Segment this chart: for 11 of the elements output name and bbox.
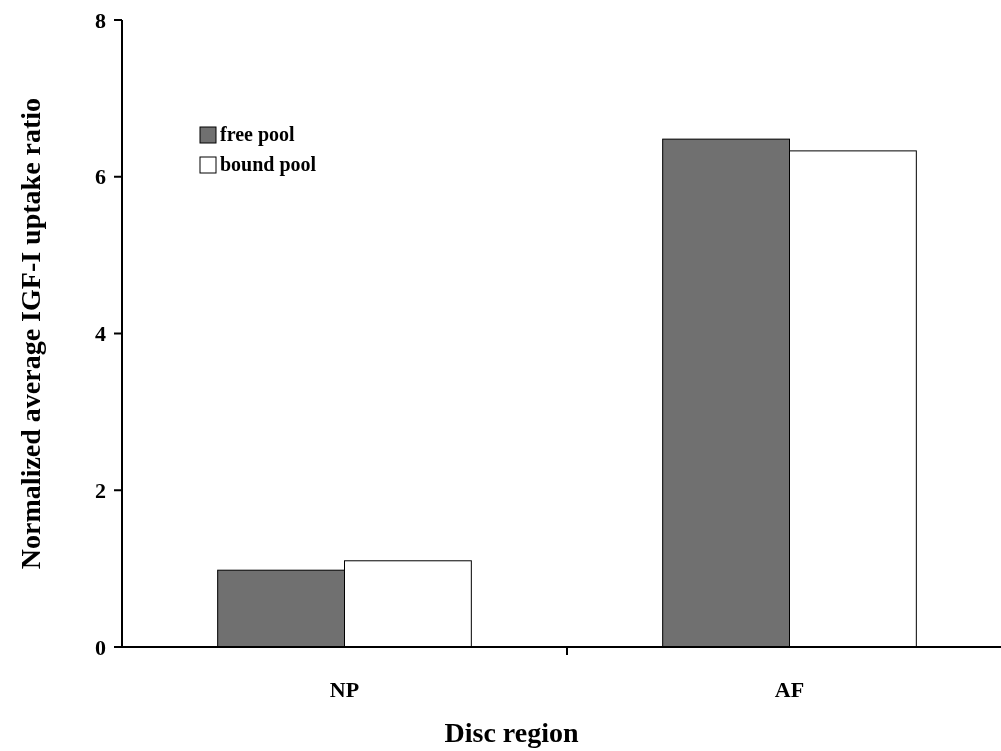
y-tick-label: 4 bbox=[95, 321, 106, 347]
x-axis-title: Disc region bbox=[444, 717, 579, 748]
x-tick-label: NP bbox=[329, 677, 360, 702]
x-tick-label: AF bbox=[774, 677, 805, 702]
y-tick-label: 6 bbox=[95, 164, 106, 190]
legend-label: free pool bbox=[220, 123, 296, 146]
y-tick-label: 2 bbox=[95, 477, 106, 503]
y-axis-title: Normalized average IGF-I uptake ratio bbox=[15, 97, 46, 570]
legend-label: bound pool bbox=[220, 153, 317, 176]
y-tick-label: 8 bbox=[95, 7, 106, 33]
y-tick-label: 0 bbox=[95, 634, 106, 660]
